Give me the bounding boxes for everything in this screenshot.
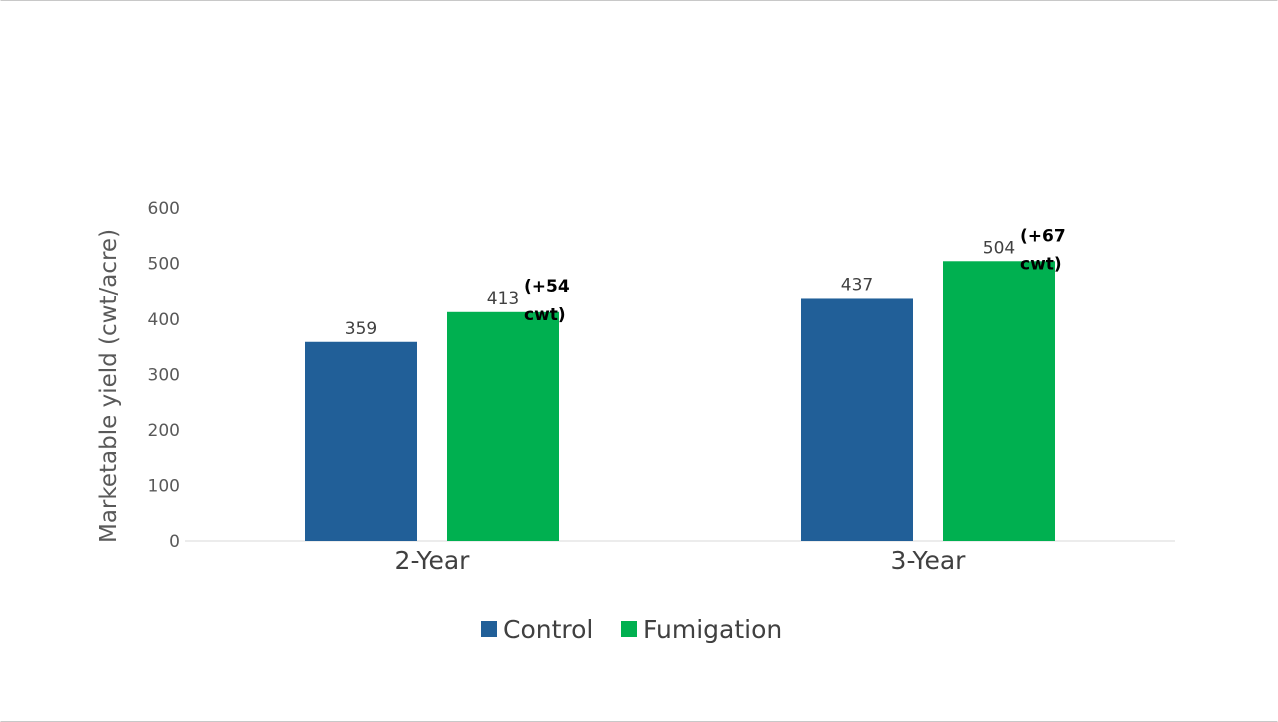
bar-control-3-year <box>801 298 913 541</box>
data-label: 437 <box>841 275 873 295</box>
x-tick-label: 3-Year <box>891 546 967 575</box>
y-axis: 0 100 200 300 400 500 600 <box>148 199 180 552</box>
y-axis-title: Marketable yield (cwt/acre) <box>96 229 122 543</box>
difference-annotation: (+67 <box>1020 226 1066 246</box>
legend-swatch-control <box>481 621 497 637</box>
legend-label: Control <box>503 615 593 644</box>
bar-control-2-year <box>305 341 417 541</box>
data-label: 359 <box>345 319 377 339</box>
data-label: 413 <box>487 289 519 309</box>
bar-fumigation-2-year <box>447 311 559 541</box>
y-tick-label: 500 <box>148 255 180 275</box>
y-tick-label: 600 <box>148 199 180 219</box>
bars: 359 437 413 504 (+54 cwt) (+67 cwt) <box>305 226 1066 541</box>
y-tick-label: 300 <box>148 366 180 386</box>
difference-annotation: (+54 <box>524 277 570 297</box>
y-tick-label: 100 <box>148 477 180 497</box>
difference-annotation: cwt) <box>524 305 566 325</box>
legend: Control Fumigation <box>481 615 782 644</box>
difference-annotation: cwt) <box>1020 254 1062 274</box>
legend-swatch-fumigation <box>621 621 637 637</box>
x-tick-label: 2-Year <box>395 546 471 575</box>
bar-fumigation-3-year <box>943 261 1055 541</box>
x-axis: 2-Year 3-Year <box>395 546 967 575</box>
legend-label: Fumigation <box>643 615 782 644</box>
y-tick-label: 0 <box>169 532 180 552</box>
y-tick-label: 200 <box>148 421 180 441</box>
y-tick-label: 400 <box>148 310 180 330</box>
data-label: 504 <box>983 238 1015 258</box>
